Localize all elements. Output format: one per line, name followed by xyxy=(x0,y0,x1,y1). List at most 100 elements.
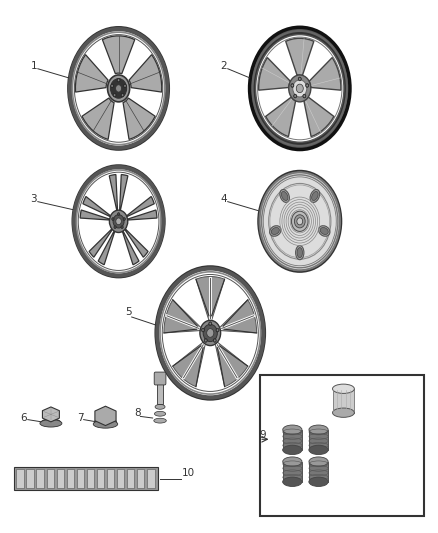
Polygon shape xyxy=(304,97,334,136)
Polygon shape xyxy=(75,54,108,92)
Circle shape xyxy=(298,77,301,81)
Circle shape xyxy=(203,324,217,342)
Ellipse shape xyxy=(271,228,279,235)
Circle shape xyxy=(303,94,306,98)
Circle shape xyxy=(214,340,215,341)
Polygon shape xyxy=(80,210,109,220)
Polygon shape xyxy=(120,174,128,210)
Circle shape xyxy=(207,329,214,337)
Text: 4: 4 xyxy=(220,193,227,204)
Bar xyxy=(36,469,44,488)
Circle shape xyxy=(294,94,297,98)
Text: 10: 10 xyxy=(182,468,195,478)
Circle shape xyxy=(213,338,216,342)
Polygon shape xyxy=(286,38,314,75)
Polygon shape xyxy=(109,174,117,210)
Bar xyxy=(67,469,74,488)
Bar xyxy=(117,469,124,488)
Circle shape xyxy=(113,215,124,228)
Circle shape xyxy=(116,218,121,225)
Circle shape xyxy=(118,79,119,81)
Circle shape xyxy=(121,93,124,97)
Text: 6: 6 xyxy=(20,413,27,423)
Circle shape xyxy=(202,329,204,331)
Circle shape xyxy=(201,328,205,332)
Polygon shape xyxy=(123,98,155,140)
Circle shape xyxy=(258,171,341,272)
Polygon shape xyxy=(82,98,114,140)
Bar xyxy=(283,430,302,450)
Bar xyxy=(332,389,354,413)
Polygon shape xyxy=(265,97,296,136)
Text: 7: 7 xyxy=(77,413,84,423)
Circle shape xyxy=(291,211,308,231)
Text: 5: 5 xyxy=(125,308,132,318)
Ellipse shape xyxy=(41,419,61,426)
Circle shape xyxy=(297,218,303,225)
Polygon shape xyxy=(164,300,201,333)
Circle shape xyxy=(111,84,113,87)
Ellipse shape xyxy=(93,420,118,428)
Bar xyxy=(309,462,328,482)
Polygon shape xyxy=(309,58,341,90)
Ellipse shape xyxy=(283,457,302,466)
Circle shape xyxy=(121,226,123,229)
Ellipse shape xyxy=(332,384,354,393)
Circle shape xyxy=(200,320,221,345)
Circle shape xyxy=(209,322,212,326)
Circle shape xyxy=(110,210,128,232)
Polygon shape xyxy=(215,343,248,386)
Circle shape xyxy=(114,226,116,229)
Circle shape xyxy=(292,85,293,86)
Circle shape xyxy=(256,35,344,142)
Circle shape xyxy=(291,84,294,87)
Bar xyxy=(127,469,134,488)
Polygon shape xyxy=(83,197,110,216)
Circle shape xyxy=(117,78,120,82)
Text: 9: 9 xyxy=(260,430,266,440)
Circle shape xyxy=(299,78,300,80)
Bar xyxy=(107,469,114,488)
Circle shape xyxy=(289,75,311,102)
Bar xyxy=(14,467,158,490)
Circle shape xyxy=(307,85,308,86)
Ellipse shape xyxy=(283,477,302,487)
Ellipse shape xyxy=(281,191,288,200)
Circle shape xyxy=(123,217,125,221)
Ellipse shape xyxy=(280,190,290,203)
Circle shape xyxy=(293,80,307,97)
Circle shape xyxy=(253,31,347,146)
Ellipse shape xyxy=(309,477,328,487)
Ellipse shape xyxy=(310,190,320,203)
Circle shape xyxy=(250,27,350,150)
Circle shape xyxy=(122,94,123,96)
Bar xyxy=(16,469,24,488)
Ellipse shape xyxy=(40,419,62,427)
Circle shape xyxy=(112,85,113,87)
Ellipse shape xyxy=(311,191,318,200)
Ellipse shape xyxy=(270,225,281,236)
Bar xyxy=(261,375,424,516)
Ellipse shape xyxy=(297,247,303,257)
Ellipse shape xyxy=(155,411,166,416)
Polygon shape xyxy=(173,343,205,386)
Text: 3: 3 xyxy=(30,193,37,204)
Bar xyxy=(137,469,145,488)
Ellipse shape xyxy=(309,425,328,434)
Bar xyxy=(87,469,94,488)
Bar xyxy=(77,469,84,488)
Bar xyxy=(97,469,104,488)
Circle shape xyxy=(68,27,169,150)
Circle shape xyxy=(108,75,130,102)
Ellipse shape xyxy=(95,418,117,426)
Polygon shape xyxy=(42,407,60,422)
Polygon shape xyxy=(95,406,116,425)
Bar xyxy=(26,469,34,488)
Ellipse shape xyxy=(309,445,328,455)
Ellipse shape xyxy=(318,225,330,236)
Ellipse shape xyxy=(283,445,302,455)
Circle shape xyxy=(306,84,309,87)
Polygon shape xyxy=(102,36,135,74)
Text: 1: 1 xyxy=(30,61,37,71)
Circle shape xyxy=(294,215,305,228)
